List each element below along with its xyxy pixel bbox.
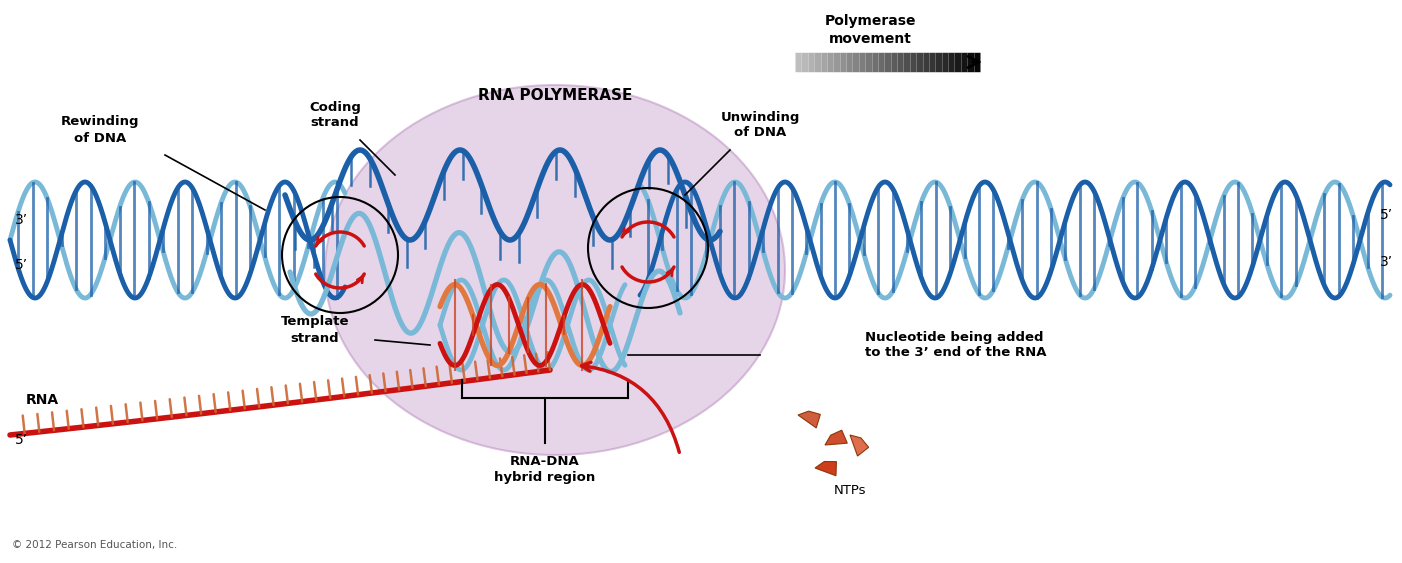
- Text: Nucleotide being added
to the 3’ end of the RNA: Nucleotide being added to the 3’ end of …: [865, 330, 1046, 360]
- Polygon shape: [815, 462, 837, 476]
- Text: Unwinding
of DNA: Unwinding of DNA: [721, 110, 799, 140]
- Ellipse shape: [325, 85, 785, 455]
- Text: 3’: 3’: [15, 213, 28, 227]
- Text: 5’: 5’: [15, 433, 28, 447]
- Text: RNA-DNA
hybrid region: RNA-DNA hybrid region: [495, 455, 596, 484]
- Text: RNA POLYMERASE: RNA POLYMERASE: [478, 87, 632, 102]
- Polygon shape: [798, 411, 820, 428]
- Text: RNA: RNA: [25, 393, 59, 407]
- Text: NTPs: NTPs: [834, 484, 866, 497]
- Text: 5’: 5’: [1380, 208, 1394, 222]
- Polygon shape: [824, 430, 847, 445]
- Text: © 2012 Pearson Education, Inc.: © 2012 Pearson Education, Inc.: [13, 540, 177, 550]
- Text: Rewinding
of DNA: Rewinding of DNA: [60, 115, 139, 145]
- Polygon shape: [850, 435, 869, 456]
- Text: 5’: 5’: [15, 258, 28, 272]
- Text: Template
strand: Template strand: [280, 315, 349, 345]
- Text: Coding
strand: Coding strand: [308, 101, 360, 129]
- Text: 3’: 3’: [1380, 255, 1394, 269]
- Text: Polymerase
movement: Polymerase movement: [824, 14, 916, 46]
